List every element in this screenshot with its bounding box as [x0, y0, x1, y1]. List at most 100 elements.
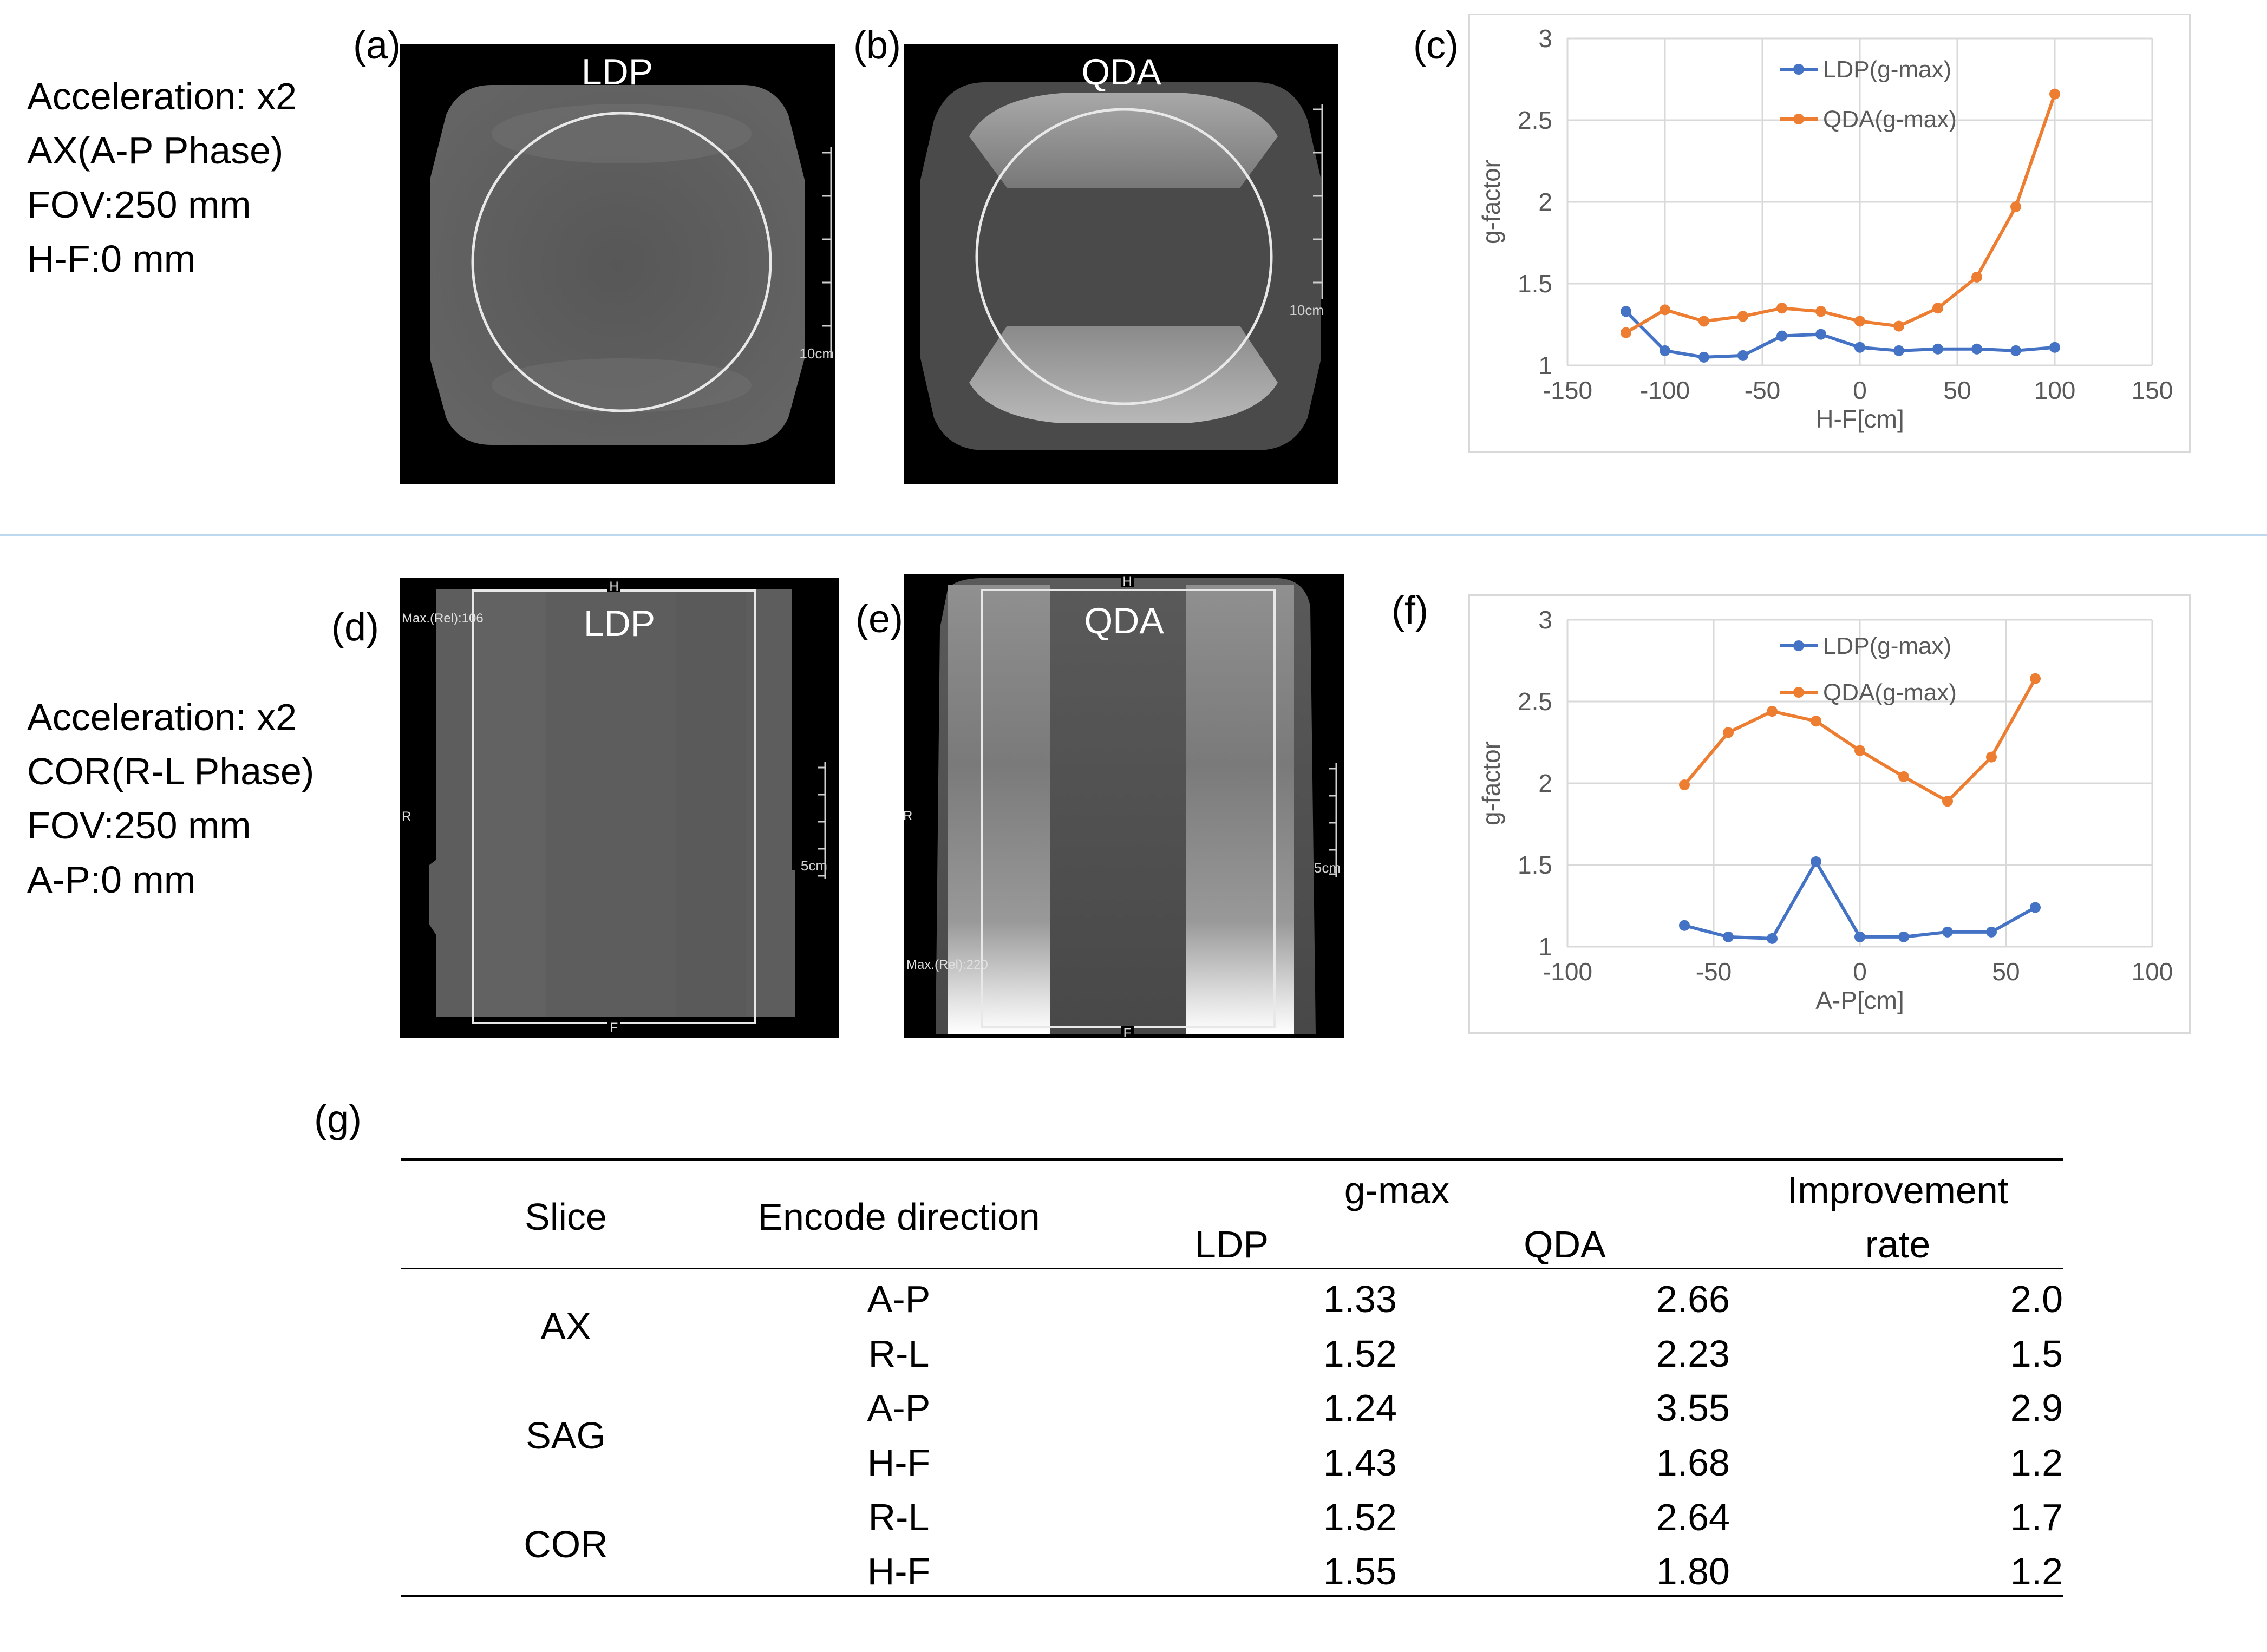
data-point: [1986, 926, 1997, 938]
header-rate: rate: [1865, 1223, 1931, 1266]
cell-rate: 1.5: [2010, 1333, 2063, 1375]
mri-image-e-qda-coronal: H F R Max.(Rel):220 5cm QDA: [904, 574, 1344, 1038]
max-label: Max.(Rel):220: [906, 958, 988, 972]
panel-label-e: (e): [855, 598, 903, 641]
data-point: [1767, 706, 1778, 717]
legend-marker: [1793, 64, 1804, 75]
x-tick-label: 150: [2132, 376, 2173, 404]
scale-label: 5cm: [801, 857, 827, 874]
y-tick-label: 3: [1538, 24, 1552, 53]
y-axis-label: g-factor: [1477, 160, 1505, 244]
legend-marker: [1793, 687, 1804, 698]
cell-qda: 1.80: [1656, 1550, 1730, 1592]
mri-image-a-ldp-axial: 10cm LDP: [400, 44, 835, 484]
header-improvement: Improvement: [1787, 1169, 2009, 1211]
orientation-left: R: [402, 809, 411, 824]
data-point: [1854, 745, 1865, 756]
cell-ldp: 1.33: [1323, 1278, 1397, 1320]
data-point: [2030, 673, 2041, 684]
series-line-QDA(g-max): [1625, 93, 2056, 335]
chart-c-g-factor-hf: 1 1.5 2 2.5 3 -150 -100 -50 0 50 100 150 H-F[cm] g-fa…: [1468, 14, 2191, 453]
legend-label: LDP(g-max): [1823, 56, 1951, 83]
info-line: Acceleration: x2: [27, 75, 297, 117]
slice-ax: AX: [540, 1305, 591, 1347]
chart-f-svg: 1 1.5 2 2.5 3 -100 -50 0 50 100 A-P[cm] g-factor LDP…: [1477, 606, 2173, 1014]
y-axis-label: g-factor: [1477, 741, 1505, 825]
header-qda: QDA: [1524, 1223, 1606, 1266]
legend-label: QDA(g-max): [1823, 679, 1957, 706]
series-line-LDP(g-max): [1624, 310, 2055, 359]
scale-label: 5cm: [1314, 860, 1341, 876]
cell-qda: 2.23: [1656, 1333, 1730, 1375]
scale-label: 10cm: [799, 345, 834, 362]
legend-marker: [1793, 114, 1804, 124]
legend-marker: [1793, 640, 1804, 651]
data-point: [2049, 342, 2060, 353]
orientation-top: H: [609, 579, 618, 594]
table-bottom-rule: [401, 1595, 2063, 1597]
x-tick-label: -50: [1696, 958, 1732, 986]
phantom-coronal-ldp: H F R Max.(Rel):106 5cm: [402, 579, 827, 1035]
cell-encode: R-L: [868, 1333, 930, 1375]
data-point: [1679, 920, 1690, 931]
info-line: Acceleration: x2: [27, 696, 297, 738]
cell-qda: 1.68: [1656, 1441, 1730, 1484]
info-line: H-F:0 mm: [27, 238, 196, 280]
data-point: [1723, 727, 1734, 738]
cell-encode: A-P: [867, 1278, 931, 1320]
y-tick-label: 1: [1538, 351, 1552, 379]
data-point: [1815, 306, 1826, 317]
info-line: COR(R-L Phase): [27, 750, 315, 792]
cell-qda: 2.64: [1656, 1496, 1730, 1538]
data-point: [2010, 345, 2021, 356]
image-title: LDP: [583, 603, 656, 644]
table-header-rule: [401, 1268, 2063, 1269]
legend-label: QDA(g-max): [1823, 106, 1957, 133]
data-point: [1898, 771, 1909, 782]
bottom-protocol-info: Acceleration: x2 COR(R-L Phase) FOV:250 …: [27, 690, 314, 907]
data-point: [1971, 343, 1982, 355]
cell-qda: 2.66: [1656, 1278, 1730, 1320]
chart-c-svg: 1 1.5 2 2.5 3 -150 -100 -50 0 50 100 150 H-F[cm] g-fa…: [1477, 24, 2173, 433]
data-point: [1621, 306, 1631, 317]
y-tick-label: 2.5: [1518, 687, 1552, 716]
header-ldp: LDP: [1194, 1223, 1269, 1266]
image-title: QDA: [1081, 51, 1161, 93]
data-point: [1893, 320, 1904, 332]
cell-rate: 1.2: [2010, 1550, 2063, 1592]
data-point: [1679, 779, 1690, 791]
cell-rate: 1.7: [2010, 1496, 2063, 1538]
image-title: LDP: [581, 51, 654, 93]
panel-label-d: (d): [331, 606, 379, 649]
x-tick-label: 0: [1853, 958, 1867, 986]
table-top-rule: [401, 1158, 2063, 1161]
y-tick-label: 1.5: [1518, 270, 1552, 298]
mri-image-d-ldp-coronal: H F R Max.(Rel):106 5cm LDP: [400, 578, 839, 1038]
data-point: [1942, 926, 1953, 938]
panel-label-f: (f): [1391, 589, 1428, 632]
panel-label-b: (b): [853, 24, 901, 67]
cell-ldp: 1.24: [1323, 1387, 1397, 1429]
cell-rate: 1.2: [2010, 1441, 2063, 1484]
cell-qda: 3.55: [1656, 1387, 1730, 1429]
cell-encode: A-P: [867, 1387, 931, 1429]
x-tick-label: 50: [1992, 958, 2020, 986]
panel-label-a: (a): [353, 24, 401, 67]
data-point: [1660, 304, 1670, 316]
cell-encode: R-L: [868, 1496, 930, 1538]
data-point: [1932, 303, 1943, 314]
y-tick-label: 3: [1538, 606, 1552, 634]
x-axis-label: H-F[cm]: [1815, 405, 1904, 433]
y-tick-label: 1: [1538, 933, 1552, 961]
y-tick-label: 2: [1538, 769, 1552, 797]
data-point: [1767, 933, 1778, 944]
chart-f-g-factor-ap: 1 1.5 2 2.5 3 -100 -50 0 50 100 A-P[cm] g-factor LDP…: [1468, 594, 2191, 1034]
image-title: QDA: [1084, 600, 1164, 641]
y-tick-label: 2.5: [1518, 106, 1552, 134]
x-tick-label: -100: [1543, 958, 1592, 986]
data-point: [1723, 931, 1734, 942]
data-point: [1811, 856, 1821, 867]
x-tick-label: 100: [2034, 376, 2076, 404]
cell-ldp: 1.55: [1323, 1550, 1397, 1592]
data-point: [1932, 343, 1943, 355]
